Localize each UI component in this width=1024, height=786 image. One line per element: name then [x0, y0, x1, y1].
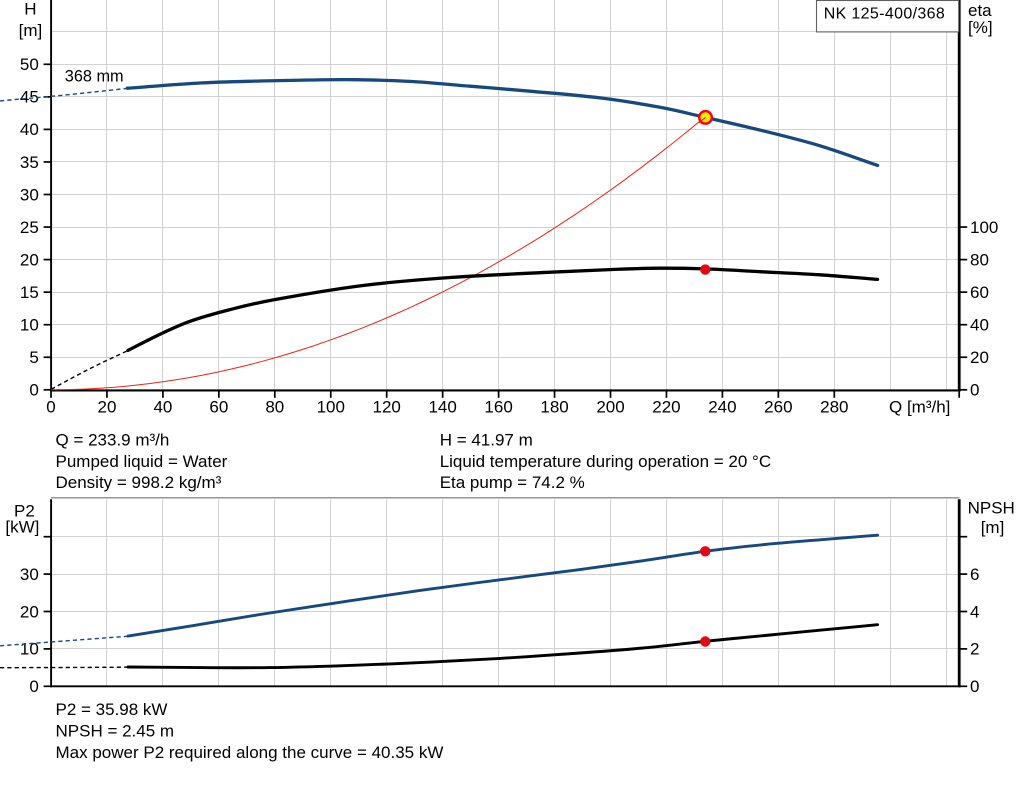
svg-text:280: 280 — [820, 398, 848, 417]
svg-text:368 mm: 368 mm — [65, 67, 124, 85]
svg-text:35: 35 — [20, 153, 39, 172]
svg-text:NK 125-400/368: NK 125-400/368 — [824, 6, 945, 23]
svg-text:180: 180 — [540, 398, 568, 417]
svg-text:10: 10 — [20, 316, 39, 335]
svg-text:4: 4 — [970, 602, 979, 621]
svg-text:Density = 998.2 kg/m³: Density = 998.2 kg/m³ — [56, 473, 222, 492]
svg-text:220: 220 — [652, 398, 680, 417]
svg-text:25: 25 — [20, 218, 39, 237]
svg-text:Eta pump = 74.2 %: Eta pump = 74.2 % — [440, 473, 585, 492]
svg-text:NPSH = 2.45 m: NPSH = 2.45 m — [56, 721, 175, 740]
svg-text:H = 41.97 m: H = 41.97 m — [440, 431, 533, 450]
svg-text:140: 140 — [428, 398, 456, 417]
svg-text:[m]: [m] — [981, 518, 1005, 537]
svg-text:60: 60 — [209, 398, 228, 417]
svg-text:40: 40 — [153, 398, 172, 417]
svg-text:Max power P2 required along th: Max power P2 required along the curve = … — [56, 743, 444, 762]
svg-text:50: 50 — [20, 55, 39, 74]
svg-text:Liquid temperature during oper: Liquid temperature during operation = 20… — [440, 452, 771, 471]
svg-text:30: 30 — [20, 185, 39, 204]
svg-text:P2 = 35.98 kW: P2 = 35.98 kW — [56, 700, 168, 719]
svg-text:NPSH: NPSH — [968, 498, 1015, 517]
svg-text:P2: P2 — [14, 501, 35, 520]
svg-text:200: 200 — [596, 398, 624, 417]
svg-text:20: 20 — [20, 250, 39, 269]
svg-text:100: 100 — [970, 218, 998, 237]
svg-text:0: 0 — [29, 381, 38, 400]
svg-text:60: 60 — [970, 283, 989, 302]
svg-text:120: 120 — [373, 398, 401, 417]
svg-text:0: 0 — [970, 677, 979, 696]
svg-text:0: 0 — [46, 398, 55, 417]
svg-text:15: 15 — [20, 283, 39, 302]
svg-text:20: 20 — [97, 398, 116, 417]
svg-text:2: 2 — [970, 640, 979, 659]
svg-text:45: 45 — [20, 88, 39, 107]
svg-text:240: 240 — [708, 398, 736, 417]
svg-text:80: 80 — [970, 250, 989, 269]
svg-text:5: 5 — [29, 348, 38, 367]
svg-text:Q = 233.9 m³/h: Q = 233.9 m³/h — [56, 431, 170, 450]
svg-text:6: 6 — [970, 565, 979, 584]
svg-text:H: H — [24, 0, 36, 19]
svg-text:30: 30 — [20, 565, 39, 584]
svg-text:260: 260 — [764, 398, 792, 417]
svg-text:100: 100 — [317, 398, 345, 417]
svg-text:eta: eta — [968, 1, 992, 20]
svg-text:Q [m³/h]: Q [m³/h] — [889, 398, 950, 417]
svg-text:160: 160 — [484, 398, 512, 417]
svg-text:0: 0 — [29, 677, 38, 696]
svg-text:10: 10 — [20, 640, 39, 659]
svg-text:40: 40 — [20, 120, 39, 139]
svg-text:[kW]: [kW] — [5, 518, 39, 537]
svg-text:[m]: [m] — [19, 21, 43, 40]
svg-text:[%]: [%] — [968, 18, 993, 37]
svg-text:80: 80 — [265, 398, 284, 417]
svg-text:20: 20 — [970, 348, 989, 367]
svg-text:0: 0 — [970, 381, 979, 400]
svg-text:Pumped liquid = Water: Pumped liquid = Water — [56, 452, 228, 471]
svg-text:20: 20 — [20, 602, 39, 621]
svg-text:40: 40 — [970, 316, 989, 335]
